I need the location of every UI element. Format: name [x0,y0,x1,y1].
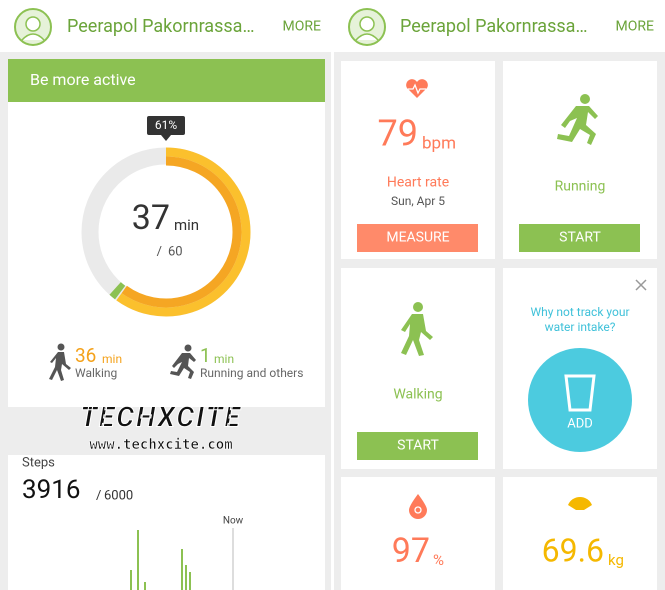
running-label: Running and others [200,366,303,380]
add-water-button[interactable] [528,348,632,452]
weight-unit: kg [608,551,624,569]
close-button[interactable] [635,279,647,291]
walking-icon [49,343,71,381]
heart-unit: bpm [422,133,456,153]
goal-separator: / [157,244,162,259]
water-prompt: Why not track your [530,305,629,319]
steps-goal: 6000 [104,488,133,503]
steps-title: Steps [22,455,55,470]
start-label: START [559,230,601,246]
start-button[interactable] [519,224,640,252]
running-icon [557,94,598,145]
heart-value: 79 [378,113,418,155]
oxygen-value: 97 [392,531,430,571]
more-button[interactable]: MORE [616,19,654,35]
weight-value: 69.6 [542,531,604,569]
weight-icon [568,497,592,510]
steps-bars [130,530,191,590]
measure-label: MEASURE [386,230,449,246]
avatar[interactable] [348,8,386,46]
water-prompt: water intake? [545,320,616,334]
drop-icon-detail [414,506,422,514]
minutes-value: 37 [132,198,170,238]
walking-icon [401,302,433,356]
start-button[interactable] [357,432,478,460]
badge-pointer [161,135,171,141]
card-header [8,59,325,102]
walking-value: 36 [75,344,96,367]
header [334,0,665,52]
profile-name: Peerapol Pakornrassa… [67,16,255,37]
heart-pulse [408,83,426,95]
avatar[interactable] [14,8,52,46]
walking-arc-inner [121,156,242,308]
add-label: ADD [567,416,593,431]
running-arc [109,282,126,300]
running-label: Running [555,179,606,195]
steps-separator: / [96,488,101,503]
card-title: Be more active [30,70,136,89]
heart-label: Heart rate [387,175,449,191]
heart-date: Sun, Apr 5 [391,194,445,208]
walking-label: Walking [393,387,442,403]
percent-badge: 61% [155,118,177,132]
measure-button[interactable] [357,224,478,252]
watermark-url: www.techxcite.com [89,437,232,453]
walking-unit: min [102,352,122,366]
oxygen-unit: % [433,551,444,569]
walking-arc [116,147,251,317]
watermark-logo: TECHXCITE [80,400,242,433]
minutes-unit: min [174,216,199,234]
divider [331,0,334,590]
goal-value: 60 [168,244,183,259]
start-label: START [397,438,439,454]
card [8,455,325,590]
header [0,0,331,52]
profile-name: Peerapol Pakornrassa… [400,16,588,37]
steps-value: 3916 [22,475,80,505]
more-button[interactable]: MORE [283,19,321,35]
running-icon [170,344,196,379]
running-value: 1 [200,344,211,367]
walking-label: Walking [75,366,117,380]
cup-icon [564,374,596,412]
running-unit: min [214,352,234,366]
badge [147,116,185,135]
now-label: Now [223,516,244,527]
